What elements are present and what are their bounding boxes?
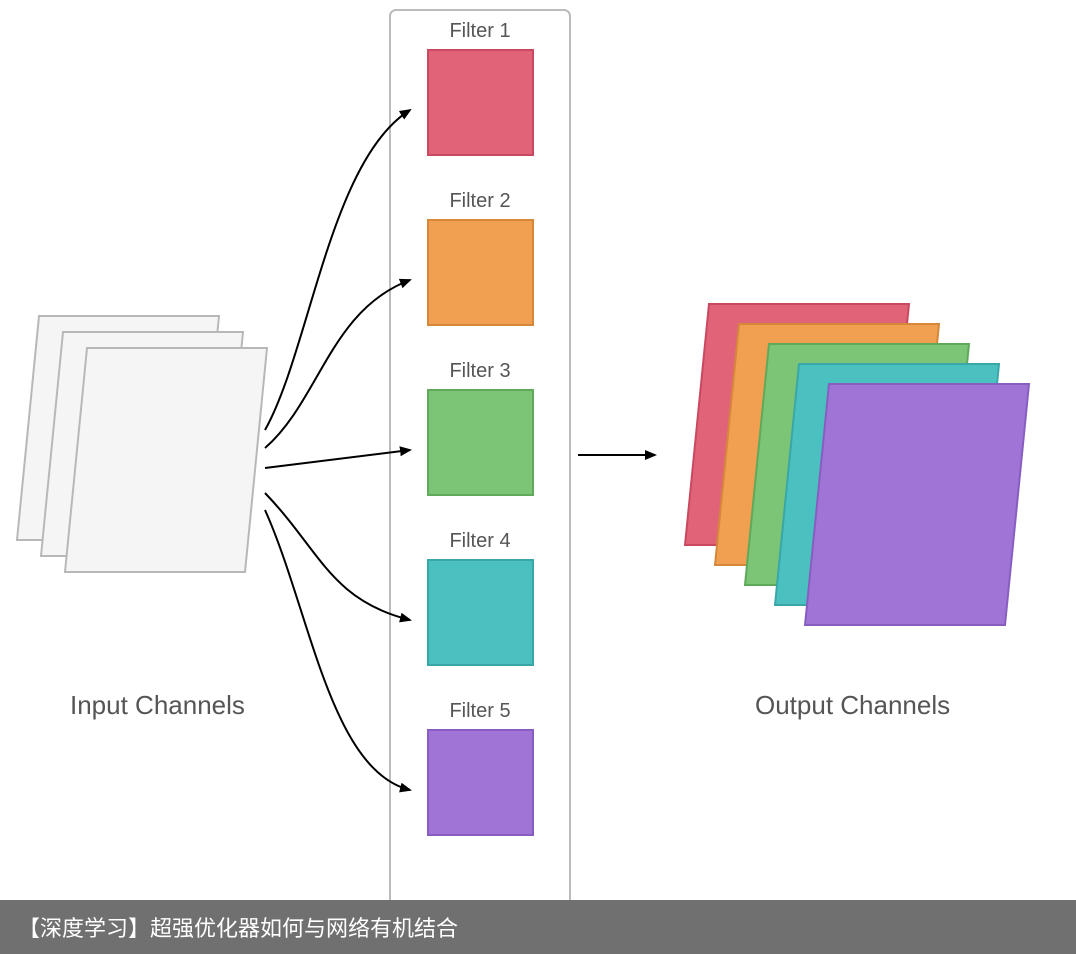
input-channels-label: Input Channels xyxy=(70,690,245,721)
filter-4-label: Filter 4 xyxy=(430,530,530,553)
filter-3-label: Filter 3 xyxy=(430,360,530,383)
filter-5-label: Filter 5 xyxy=(430,700,530,723)
diagram-stage xyxy=(0,0,1076,954)
footer-bar: 【深度学习】超强优化器如何与网络有机结合 xyxy=(0,900,1076,954)
filter-1-label: Filter 1 xyxy=(430,20,530,43)
output-channels-label: Output Channels xyxy=(755,690,950,721)
filter-2-label: Filter 2 xyxy=(430,190,530,213)
footer-text: 【深度学习】超强优化器如何与网络有机结合 xyxy=(18,911,458,943)
